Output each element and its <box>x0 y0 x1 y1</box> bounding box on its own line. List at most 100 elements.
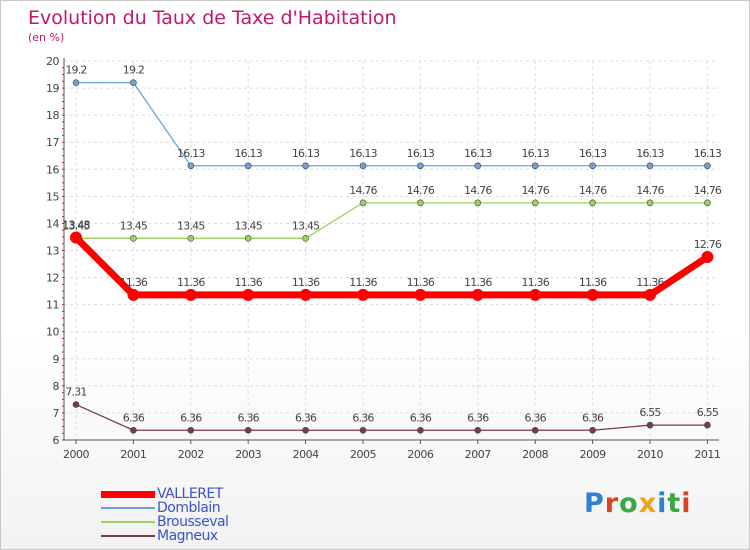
x-tick-label: 2006 <box>407 448 433 461</box>
data-label: 11.36 <box>636 276 664 289</box>
data-label: 14.76 <box>349 184 377 197</box>
data-point <box>701 250 714 263</box>
data-label: 11.36 <box>349 276 377 289</box>
data-point <box>704 421 711 429</box>
data-label: 14.76 <box>636 184 664 197</box>
x-tick-label: 2004 <box>293 448 319 461</box>
data-label: 13.45 <box>292 219 320 232</box>
data-point <box>531 426 539 434</box>
chart-title: Evolution du Taux de Taxe d'Habitation <box>28 7 397 29</box>
legend-swatch <box>101 490 155 498</box>
data-point <box>130 79 137 86</box>
y-tick-label: 9 <box>53 353 60 366</box>
x-tick-label: 2002 <box>178 448 204 461</box>
x-tick-label: 2000 <box>63 448 89 461</box>
logo-letter: x <box>638 488 658 519</box>
data-point <box>474 426 482 434</box>
data-point <box>127 288 140 301</box>
data-label: 16.13 <box>694 147 722 160</box>
data-point <box>417 426 424 434</box>
data-label: 16.13 <box>464 147 492 160</box>
y-tick-label: 14 <box>46 217 59 230</box>
data-point <box>646 162 654 170</box>
series-line-domblain <box>76 82 708 167</box>
logo-letter: t <box>667 488 682 519</box>
data-point <box>359 162 367 170</box>
x-tick-label: 2011 <box>694 448 720 461</box>
data-label: 16.13 <box>349 147 377 160</box>
legend-swatch <box>101 507 155 509</box>
data-label: 11.36 <box>464 276 492 289</box>
data-point <box>72 401 80 408</box>
data-label: 11.36 <box>120 276 148 289</box>
y-tick-label: 13 <box>46 245 59 258</box>
data-label: 16.13 <box>579 147 607 160</box>
data-label: 14.76 <box>464 184 492 197</box>
data-point <box>474 199 482 207</box>
data-label: 6.36 <box>525 411 547 424</box>
legend-item-magneux: Magneux <box>101 529 228 543</box>
y-tick-label: 10 <box>46 326 59 339</box>
y-tick-label: 19 <box>46 82 59 95</box>
legend-label: Domblain <box>157 500 221 516</box>
data-label: 11.36 <box>579 276 607 289</box>
data-label: 16.13 <box>234 147 262 160</box>
series-line-brousseval <box>76 202 708 239</box>
data-label: 11.36 <box>521 276 549 289</box>
data-label: 6.36 <box>467 411 489 424</box>
legend-swatch <box>101 535 155 537</box>
y-tick-label: 16 <box>46 163 59 176</box>
data-label: 16.13 <box>521 147 549 160</box>
data-label: 16.13 <box>292 147 320 160</box>
data-label: 13.45 <box>234 219 262 232</box>
data-point <box>531 162 539 170</box>
data-point <box>187 162 195 170</box>
data-label: 14.76 <box>579 184 607 197</box>
data-label: 14.76 <box>694 184 722 197</box>
data-label: 13.45 <box>62 219 90 232</box>
data-point <box>302 162 309 170</box>
data-point <box>704 162 711 170</box>
data-point <box>417 162 424 170</box>
data-label: 7.31 <box>65 386 86 399</box>
data-point <box>704 199 711 207</box>
data-label: 6.36 <box>352 411 374 424</box>
data-point <box>589 426 596 434</box>
data-point <box>187 426 195 434</box>
data-label: 13.45 <box>177 219 205 232</box>
legend-label: VALLERET <box>157 486 223 502</box>
data-label: 11.36 <box>177 276 205 289</box>
data-point <box>359 199 367 207</box>
y-tick-label: 15 <box>46 190 59 203</box>
data-label: 6.55 <box>639 406 661 419</box>
data-label: 19.2 <box>123 64 144 77</box>
data-point <box>414 288 427 301</box>
data-label: 14.76 <box>521 184 549 197</box>
x-tick-label: 2003 <box>235 448 261 461</box>
data-point <box>646 199 654 207</box>
data-label: 6.55 <box>697 406 719 419</box>
y-tick-label: 17 <box>46 136 59 149</box>
x-tick-label: 2005 <box>350 448 376 461</box>
series-line-magneux <box>75 403 708 431</box>
data-point <box>130 426 137 434</box>
data-point <box>471 288 484 301</box>
data-point <box>589 162 596 170</box>
data-label: 6.36 <box>582 411 604 424</box>
data-point <box>184 288 197 301</box>
logo-letter: r <box>604 488 620 519</box>
data-point <box>417 199 424 207</box>
data-point <box>474 162 482 170</box>
data-label: 12.76 <box>694 238 722 251</box>
data-point <box>187 235 195 242</box>
data-point <box>244 426 252 434</box>
data-label: 13.48 <box>62 219 90 232</box>
data-label: 16.13 <box>407 147 435 160</box>
data-label: 6.36 <box>410 411 432 424</box>
y-tick-label: 7 <box>53 407 60 420</box>
data-point <box>586 288 599 301</box>
y-tick-label: 6 <box>53 434 60 447</box>
data-label: 6.36 <box>180 411 202 424</box>
